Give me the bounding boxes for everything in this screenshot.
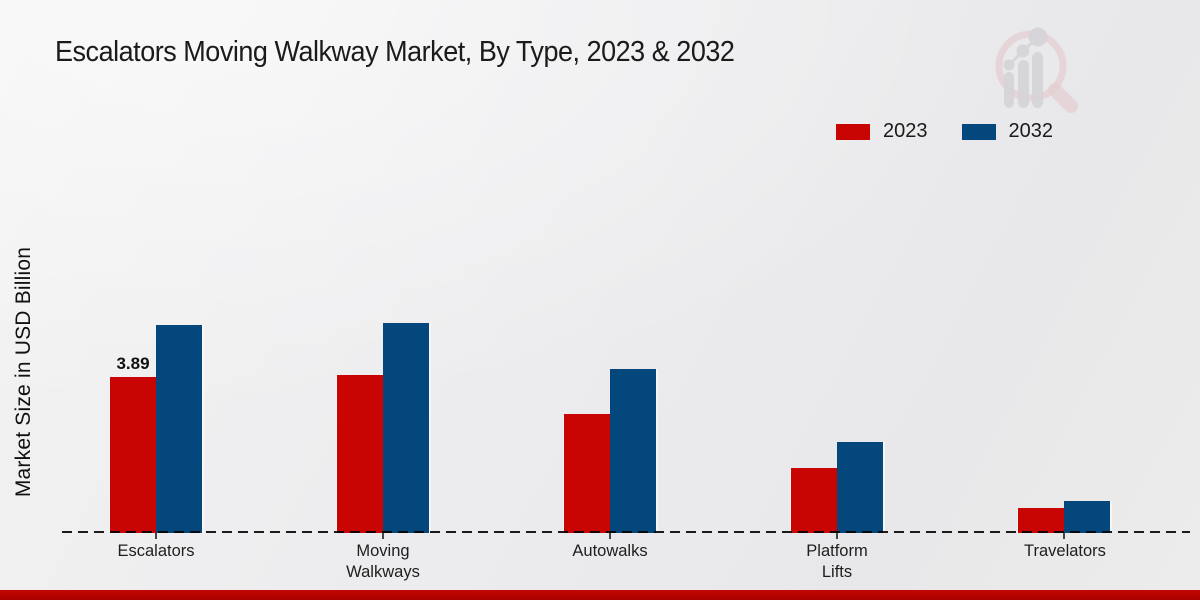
x-axis-tick-escalators — [155, 533, 157, 539]
x-axis-label-moving-walkways: Moving Walkways — [346, 542, 420, 581]
x-axis-label-platform-lifts: Platform Lifts — [806, 542, 868, 581]
chart-title: Escalators Moving Walkway Market, By Typ… — [55, 36, 735, 68]
legend-swatch-2032 — [961, 123, 996, 140]
bar-2032-moving-walkways — [383, 323, 429, 533]
bar-2032-platform-lifts — [837, 442, 883, 533]
x-axis-tick-moving-walkways — [382, 533, 384, 539]
bar-2032-travelators — [1064, 501, 1110, 533]
legend-swatch-2023 — [836, 123, 870, 140]
x-axis-label-escalators: Escalators — [117, 542, 195, 560]
legend-item-2023: 2023 — [836, 120, 928, 143]
x-axis-tick-autowalks — [609, 533, 611, 539]
x-axis-tick-platform-lifts — [836, 533, 838, 539]
x-axis-label-travelators: Travelators — [1024, 542, 1106, 560]
legend-label-2032: 2032 — [1008, 120, 1054, 142]
legend: 2023 2032 — [836, 120, 1053, 143]
bar-2023-platform-lifts — [791, 468, 837, 533]
bar-value-label-2023-escalators: 3.89 — [116, 354, 150, 373]
bar-2032-escalators — [156, 325, 202, 533]
bar-2023-autowalks — [564, 414, 610, 533]
bar-2032-autowalks — [610, 369, 656, 533]
x-axis-label-autowalks: Autowalks — [572, 542, 648, 560]
legend-label-2023: 2023 — [883, 120, 928, 142]
bar-2023-escalators — [110, 377, 156, 533]
x-axis-tick-travelators — [1063, 533, 1065, 539]
x-axis-baseline — [62, 531, 1190, 533]
footer-accent-bar — [0, 590, 1200, 600]
bar-2023-moving-walkways — [337, 375, 383, 533]
bar-2023-travelators — [1018, 508, 1064, 533]
growth-bars-icon — [1003, 27, 1048, 108]
legend-item-2032: 2032 — [961, 120, 1054, 143]
brand-logo-watermark — [995, 27, 1078, 113]
